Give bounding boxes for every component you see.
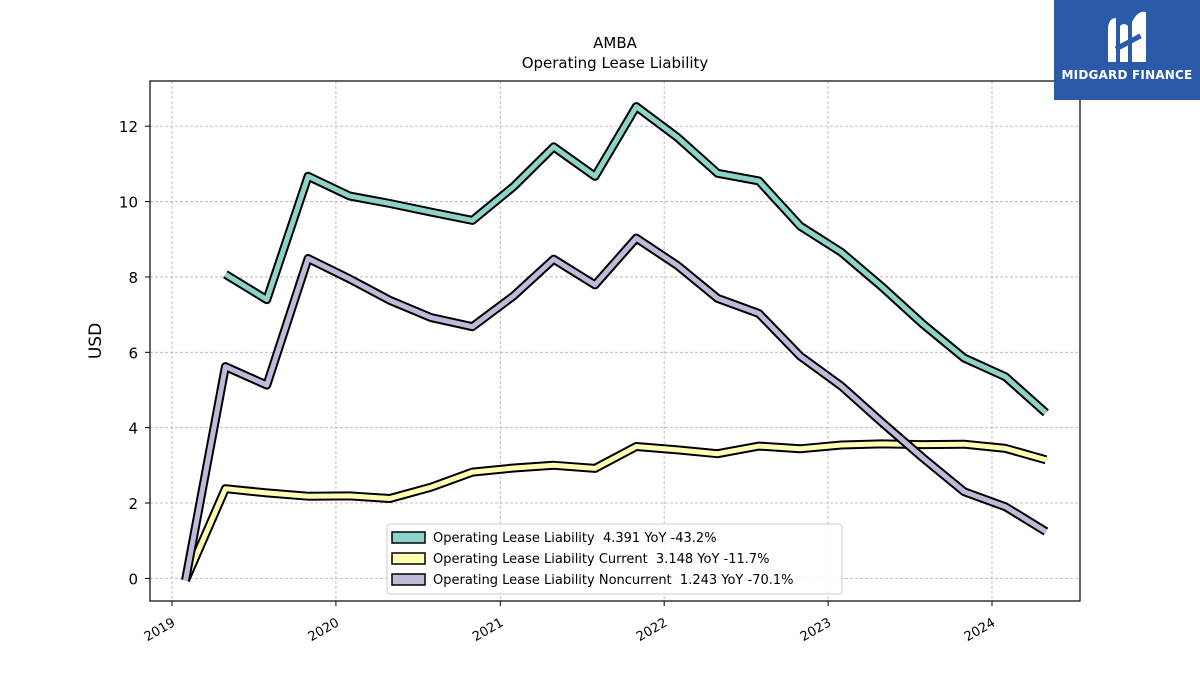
- chart-title: AMBA: [593, 34, 637, 52]
- legend-swatch: [391, 531, 426, 544]
- grid: [150, 81, 1080, 601]
- midgard-m-logo-icon: [1108, 11, 1146, 62]
- y-axis-label: USD: [86, 323, 106, 359]
- y-tick-label: 10: [119, 194, 138, 212]
- y-tick-label: 6: [128, 344, 138, 362]
- legend-swatch: [391, 573, 426, 586]
- x-tick-label: 2019: [142, 615, 178, 645]
- y-axis: 0 2 4 6 8 10 12: [119, 118, 150, 588]
- y-tick-label: 12: [119, 118, 138, 136]
- x-tick-label: 2023: [798, 615, 834, 645]
- chart-subtitle: Operating Lease Liability: [522, 54, 709, 72]
- series-line: [224, 104, 1048, 415]
- series-operating-lease-liability: [223, 102, 1049, 417]
- brand-name: MIDGARD FINANCE: [1061, 68, 1193, 82]
- legend-label: Operating Lease Liability Noncurrent 1.2…: [433, 573, 794, 588]
- x-tick-label: 2021: [470, 615, 506, 645]
- x-tick-label: 2022: [634, 615, 670, 645]
- y-tick-label: 4: [128, 420, 138, 438]
- series-lines: [181, 102, 1049, 583]
- brand-logo: MIDGARD FINANCE: [1054, 0, 1200, 100]
- y-tick-label: 2: [128, 495, 138, 513]
- legend-label: Operating Lease Liability Current 3.148 …: [433, 552, 770, 567]
- series-line-outline: [223, 102, 1049, 417]
- x-tick-label: 2020: [306, 615, 342, 645]
- legend-label: Operating Lease Liability 4.391 YoY -43.…: [433, 531, 717, 546]
- x-axis: 2019 2020 2021 2022 2023 2024: [142, 601, 998, 645]
- legend-box: [386, 523, 843, 595]
- legend-swatch: [391, 552, 426, 565]
- y-tick-label: 0: [128, 570, 138, 588]
- y-tick-label: 8: [128, 269, 138, 287]
- series-line: [183, 235, 1048, 581]
- plot-frame: [149, 80, 1081, 602]
- x-tick-label: 2024: [962, 615, 998, 645]
- series-operating-lease-liability-noncurrent: [181, 233, 1049, 582]
- legend: Operating Lease Liability 4.391 YoY -43.…: [386, 523, 843, 595]
